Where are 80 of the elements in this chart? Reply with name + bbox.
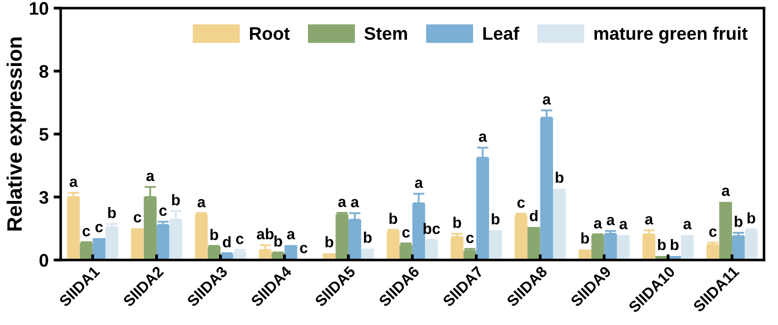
bar — [144, 197, 157, 260]
bar — [194, 214, 208, 260]
data-label: a — [350, 198, 360, 208]
data-label: c — [95, 224, 103, 232]
data-label: a — [478, 133, 488, 142]
bar — [489, 230, 502, 260]
data-label: b — [556, 172, 564, 183]
legend-label: Root — [250, 27, 290, 40]
bar — [425, 241, 438, 260]
bar — [336, 214, 348, 260]
data-label: b — [670, 238, 679, 250]
bar — [553, 188, 566, 260]
bar — [386, 231, 400, 260]
data-label: a — [594, 220, 602, 229]
bar — [591, 235, 604, 260]
data-label: a — [620, 220, 628, 230]
y-tick-label: 8 — [39, 65, 48, 78]
data-label: d — [530, 210, 538, 222]
bar — [719, 202, 732, 260]
data-label: b — [734, 216, 742, 227]
bar — [680, 235, 694, 260]
data-label: b — [172, 194, 180, 206]
bar — [616, 235, 630, 260]
legend-label: Leaf — [483, 26, 520, 40]
y-tick-label: 10 — [30, 2, 48, 15]
data-label: c — [236, 236, 244, 244]
bar — [450, 237, 464, 260]
bar — [527, 227, 540, 260]
data-label: a — [606, 216, 615, 226]
bar — [67, 197, 80, 260]
data-label: ab — [256, 228, 274, 240]
bar — [361, 248, 374, 260]
bar — [604, 234, 617, 260]
y-tick-label: 0 — [40, 254, 48, 267]
bar — [156, 224, 170, 260]
data-label: b — [274, 235, 282, 247]
y-tick-label: 3 — [39, 190, 48, 204]
legend-label: Stem — [364, 27, 407, 40]
y-axis-title: Relative expression — [6, 37, 26, 231]
data-label: c — [466, 234, 474, 244]
data-label: a — [287, 230, 296, 240]
data-label: a — [542, 96, 551, 105]
data-label: b — [364, 232, 372, 243]
data-label: c — [402, 229, 410, 238]
data-label: b — [658, 238, 666, 250]
data-label: bc — [424, 222, 440, 234]
y-tick-label: 5 — [39, 128, 48, 141]
data-label: b — [748, 212, 756, 224]
data-label: a — [70, 178, 78, 187]
data-label: b — [210, 228, 218, 240]
data-label: c — [82, 228, 90, 236]
data-label: c — [709, 228, 717, 237]
data-label: b — [581, 232, 590, 244]
bar — [732, 236, 745, 260]
bar — [514, 215, 528, 260]
bar — [578, 249, 592, 260]
data-label: d — [222, 236, 231, 248]
bar — [131, 228, 144, 260]
data-label: a — [198, 198, 206, 208]
data-label: c — [159, 208, 167, 216]
data-label: a — [146, 172, 155, 182]
data-label: b — [492, 213, 500, 224]
bar — [92, 238, 106, 260]
legend-label: mature green fruit — [594, 26, 748, 44]
bar — [284, 245, 298, 260]
data-label: b — [108, 206, 116, 218]
data-label: b — [453, 216, 462, 228]
bar — [105, 227, 118, 260]
data-label: a — [338, 198, 346, 208]
bar — [744, 230, 758, 260]
data-label: a — [414, 180, 424, 188]
data-label: a — [683, 220, 692, 230]
data-label: c — [134, 214, 142, 222]
bar — [642, 234, 656, 260]
data-label: b — [390, 212, 398, 224]
data-label: c — [300, 244, 308, 254]
data-label: c — [517, 199, 525, 208]
data-label: a — [645, 216, 654, 224]
data-label: b — [326, 236, 334, 248]
data-label: a — [722, 188, 730, 196]
